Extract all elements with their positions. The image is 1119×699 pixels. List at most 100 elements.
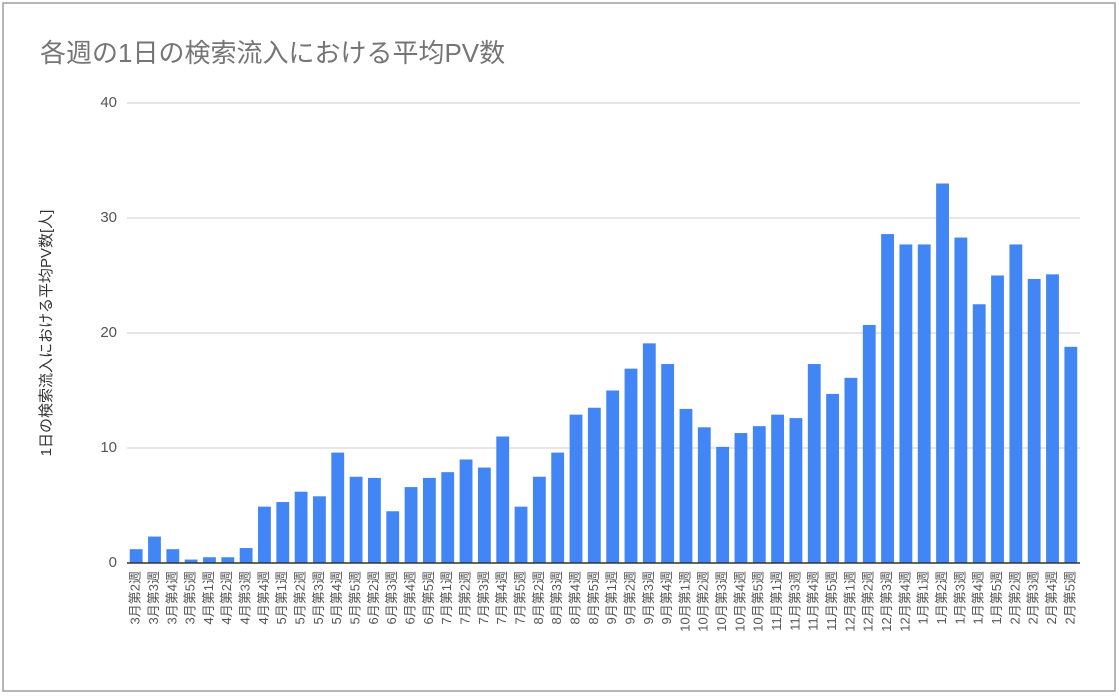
x-tick-label: 4月第1週 (201, 571, 216, 624)
bar (276, 502, 290, 563)
bar (532, 476, 546, 563)
bar (166, 549, 180, 563)
bar (972, 304, 986, 563)
x-tick-label: 4月第2週 (219, 571, 234, 624)
x-tick-label: 4月第3週 (238, 571, 253, 624)
bar (129, 549, 143, 563)
bar (917, 244, 931, 563)
x-tick-label: 7月第4週 (494, 571, 509, 624)
x-tick-label: 9月第1週 (604, 571, 619, 624)
bar (1046, 274, 1059, 563)
bar (422, 477, 436, 563)
bar (807, 364, 821, 563)
bar (569, 414, 583, 563)
bar (789, 418, 803, 563)
x-tick-label: 1月第2週 (934, 571, 949, 624)
bar (514, 506, 528, 563)
x-tick-label: 1月第5週 (989, 571, 1004, 624)
x-tick-label: 6月第2週 (366, 571, 381, 624)
bar (184, 559, 198, 563)
bar (991, 275, 1004, 563)
bar (331, 452, 345, 563)
x-tick-label: 7月第2週 (457, 571, 472, 624)
x-tick-label: 5月第3週 (311, 571, 326, 624)
bar (661, 364, 675, 563)
x-tick-label: 9月第2週 (622, 571, 637, 624)
x-tick-label: 10月第1週 (677, 571, 692, 632)
x-tick-label: 2月第2週 (1007, 571, 1022, 624)
x-tick-label: 10月第5週 (751, 571, 766, 632)
y-axis-label: 1日の検索流入における平均PV数[人] (38, 210, 55, 457)
bar (606, 390, 620, 563)
x-tick-label: 7月第3週 (476, 571, 491, 624)
x-tick-label: 1月第1週 (916, 571, 931, 624)
x-tick-label: 9月第3週 (641, 571, 656, 624)
bar (496, 436, 510, 563)
x-tick-label: 5月第4週 (329, 571, 344, 624)
bar (258, 506, 271, 563)
x-tick-label: 8月第5週 (586, 571, 601, 624)
x-tick-label: 8月第4週 (567, 571, 582, 624)
bar (386, 511, 400, 563)
x-tick-label: 4月第4週 (256, 571, 271, 624)
x-tick-label: 10月第2週 (696, 571, 711, 632)
x-tick-label: 2月第3週 (1026, 571, 1041, 624)
x-tick-label: 3月第2週 (128, 571, 143, 624)
x-tick-label: 7月第5週 (512, 571, 527, 624)
x-tick-label: 12月第4週 (897, 571, 912, 632)
bar (148, 536, 161, 563)
x-tick-label: 12月第2週 (861, 571, 876, 632)
x-tick-label: 3月第3週 (146, 571, 161, 624)
x-tick-label: 3月第5週 (183, 571, 198, 624)
x-tick-label: 5月第2週 (293, 571, 308, 624)
x-tick-label: 11月第3週 (787, 571, 802, 631)
bar (587, 407, 601, 563)
bar (771, 414, 785, 563)
bar (459, 459, 473, 563)
bar (203, 557, 216, 563)
bar (844, 377, 858, 563)
x-tick-label: 2月第4週 (1044, 571, 1059, 624)
bar (954, 237, 968, 564)
y-tick-label: 0 (109, 554, 117, 571)
x-tick-label: 3月第4週 (164, 571, 179, 624)
bar (239, 548, 253, 563)
bar (624, 368, 638, 563)
bar (551, 452, 565, 563)
bar (881, 234, 894, 563)
bar (349, 476, 363, 563)
bar (899, 244, 913, 563)
bar (441, 472, 455, 563)
x-tick-label: 6月第3週 (384, 571, 399, 624)
x-tick-label: 1月第3週 (952, 571, 967, 624)
bar (313, 496, 326, 563)
bar (716, 446, 730, 563)
x-tick-label: 5月第5週 (348, 571, 363, 624)
x-tick-label: 11月第5週 (824, 571, 839, 631)
x-tick-label: 12月第3週 (879, 571, 894, 632)
x-tick-label: 11月第1週 (769, 571, 784, 631)
x-tick-label: 2月第5週 (1062, 571, 1077, 624)
x-tick-label: 6月第4週 (403, 571, 418, 624)
bar (642, 343, 656, 563)
bar (734, 433, 748, 563)
y-tick-label: 20 (100, 324, 117, 341)
x-tick-label: 10月第4週 (732, 571, 747, 632)
bar (862, 324, 876, 563)
bar (1027, 278, 1041, 563)
bar (697, 427, 711, 563)
bar (477, 467, 491, 563)
x-tick-label: 7月第1週 (439, 571, 454, 624)
bar (752, 426, 766, 563)
bar (1064, 346, 1078, 563)
bar (221, 557, 235, 563)
x-tick-label: 10月第3週 (714, 571, 729, 632)
bar (826, 393, 840, 563)
bar (936, 183, 949, 563)
y-tick-label: 10 (100, 439, 117, 456)
x-tick-label: 6月第5週 (421, 571, 436, 624)
y-tick-label: 30 (100, 209, 117, 226)
bar (367, 477, 381, 563)
bar (1009, 244, 1023, 563)
